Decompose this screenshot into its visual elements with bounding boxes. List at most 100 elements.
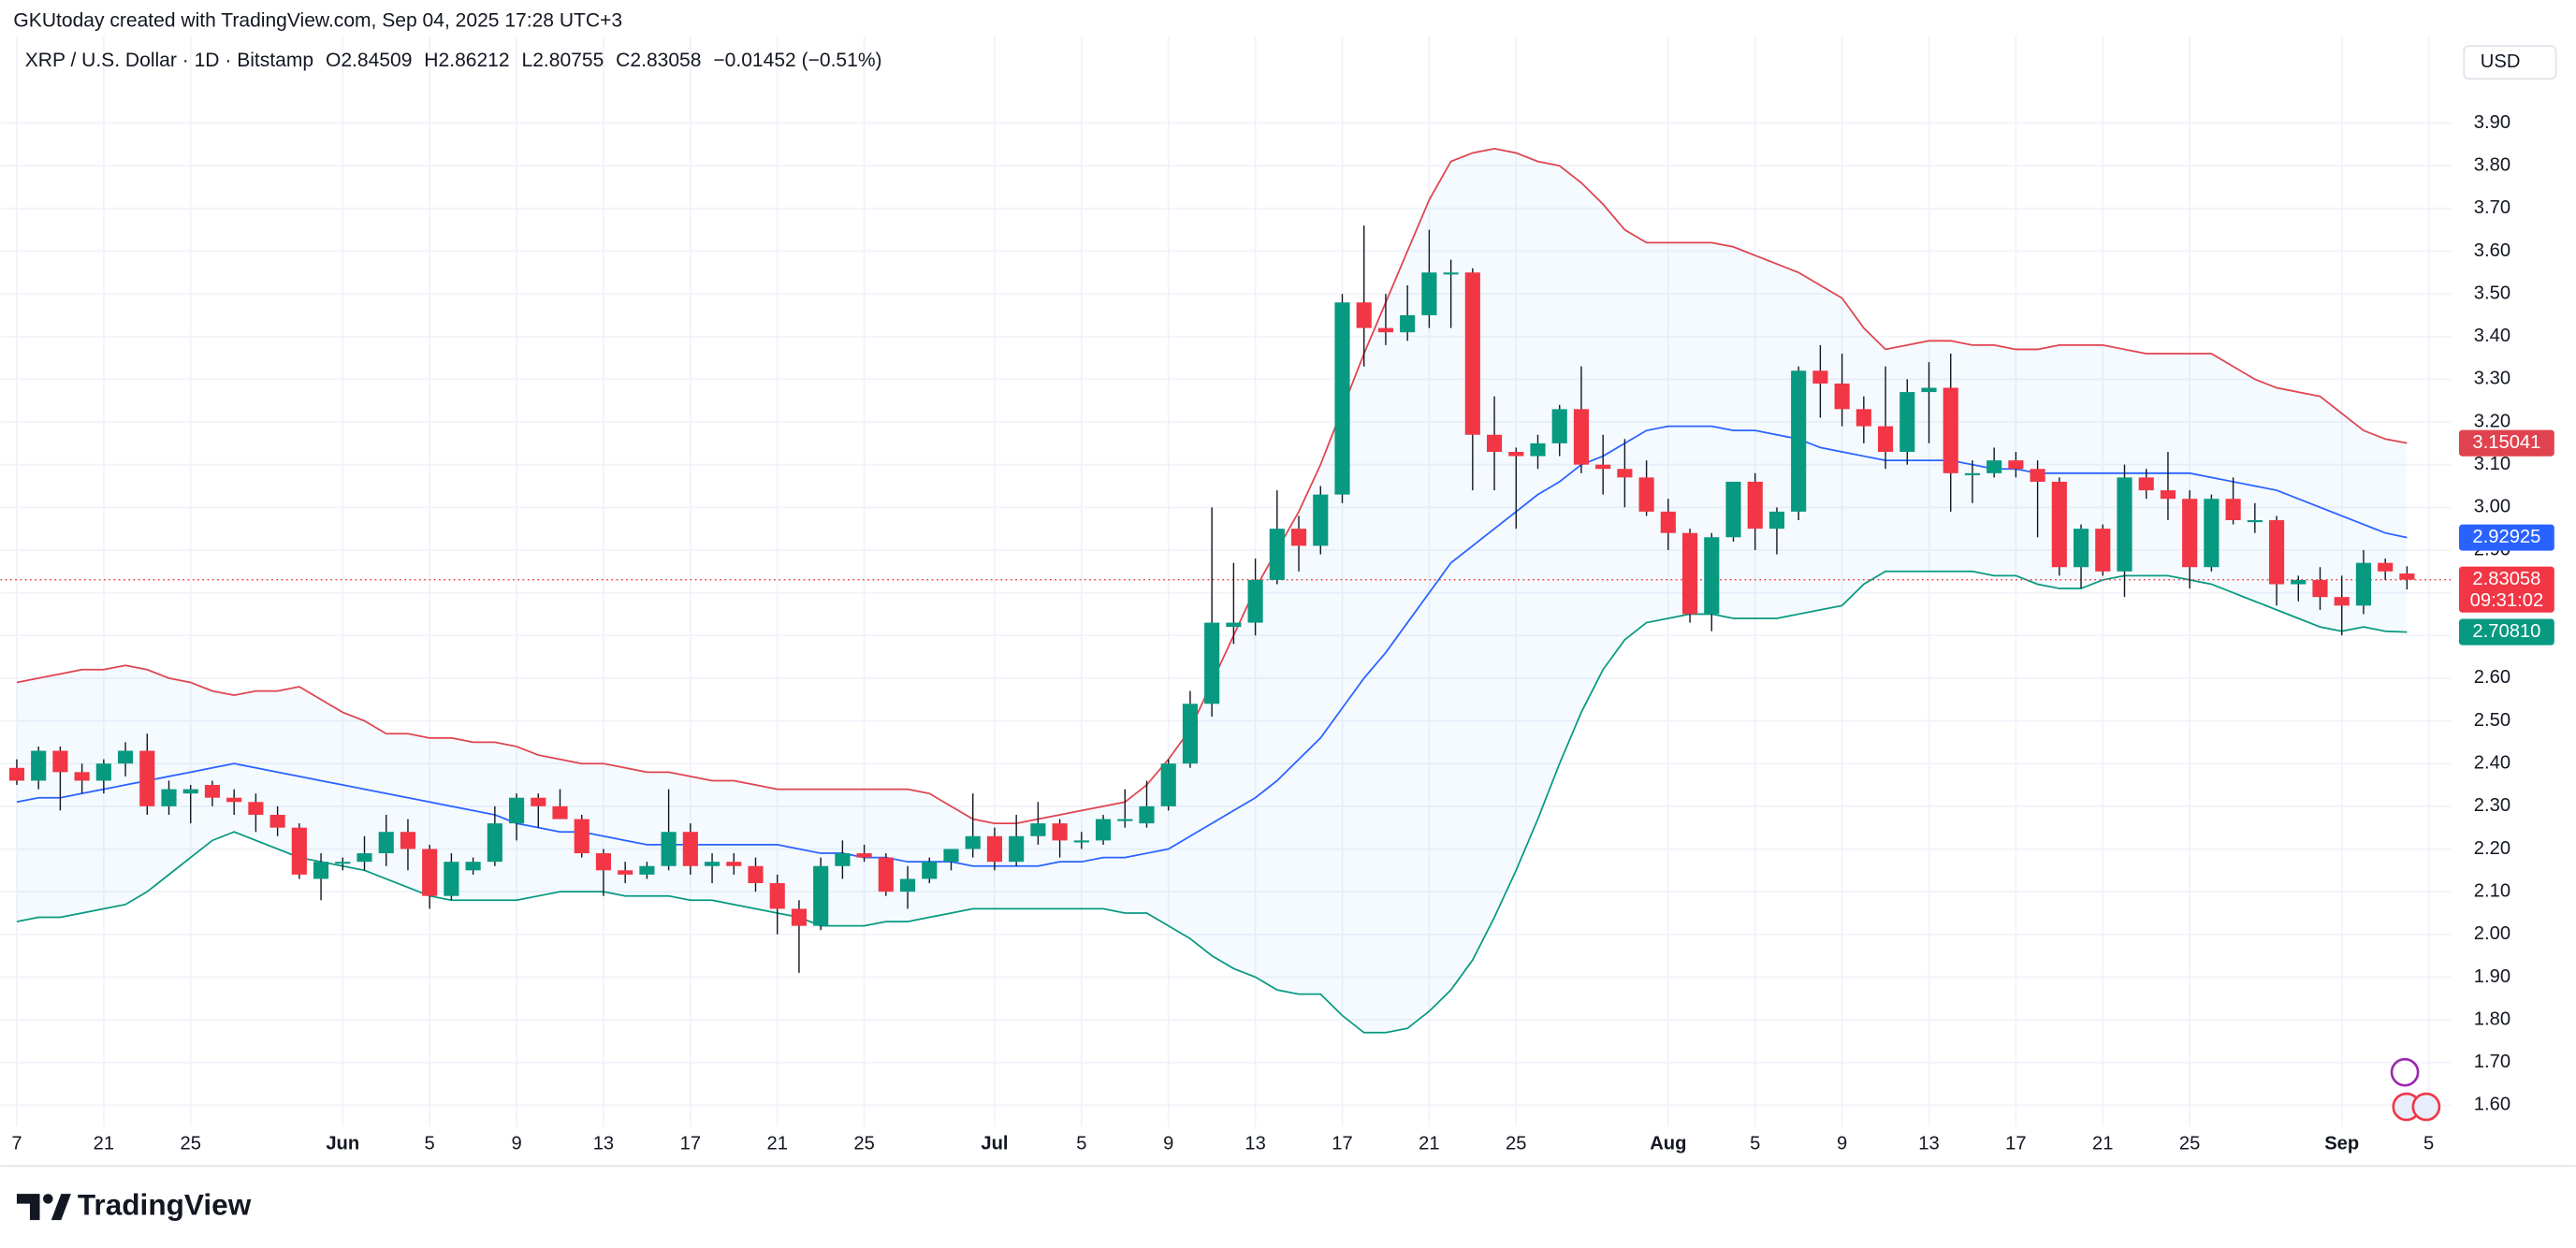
candle-body (1508, 451, 1524, 457)
candle-body (1269, 529, 1285, 580)
candle-body (182, 789, 198, 794)
candle-body (2247, 520, 2263, 523)
candle-body (531, 797, 546, 806)
candle-body (661, 832, 677, 866)
logo-icon (51, 1194, 71, 1221)
x-tick-label: 17 (1332, 1134, 1352, 1154)
candle-body (1377, 327, 1394, 333)
attribution: GKUtoday created with TradingView.com, S… (13, 9, 622, 31)
candle-body (2355, 562, 2372, 606)
candle-body (269, 814, 285, 828)
candle-body (1943, 387, 1958, 473)
candle-body (1704, 537, 1720, 615)
ohlc-value: 2.80755 (532, 50, 604, 71)
logo-icon (16, 1194, 40, 1221)
candle-body (2008, 460, 2024, 470)
candle-body (465, 862, 481, 871)
candle-body (1160, 763, 1176, 806)
ohlc-key: H (424, 50, 438, 71)
candle-body (2073, 529, 2089, 568)
x-tick-label: 25 (2179, 1134, 2200, 1154)
x-tick-label: 13 (1244, 1134, 1265, 1154)
candle-body (335, 862, 351, 864)
candle-body (2160, 490, 2176, 500)
candle-body (1725, 481, 1741, 538)
candle-body (1290, 529, 1307, 546)
candle-body (1443, 272, 1459, 275)
y-tick-label: 3.20 (2474, 411, 2511, 431)
y-tick-label: 3.70 (2474, 197, 2511, 218)
candle-body (444, 862, 459, 896)
candle-body (791, 908, 808, 926)
x-tick-label: 5 (1750, 1134, 1760, 1154)
currency-box[interactable] (2463, 45, 2557, 80)
symbol-title: XRP / U.S. Dollar · 1D · Bitstamp (25, 50, 313, 71)
ohlc-value: 2.84509 (341, 50, 412, 71)
x-tick-label: 9 (511, 1134, 521, 1154)
candle-body (878, 857, 894, 892)
ohlc-key: C (616, 50, 630, 71)
candle-body (552, 805, 568, 820)
price-label-box (2459, 566, 2554, 613)
candle-body (508, 797, 525, 824)
x-tick-label: 25 (181, 1134, 201, 1154)
x-tick-label: Jul (981, 1134, 1008, 1154)
candle-body (8, 767, 25, 781)
candle-body (2378, 562, 2394, 572)
y-tick-label: 1.80 (2474, 1009, 2511, 1029)
candle-body (52, 750, 68, 773)
flag-icon[interactable] (2411, 1092, 2441, 1122)
x-tick-label: 5 (425, 1134, 435, 1154)
price-label-box (2459, 429, 2554, 457)
candle-body (74, 772, 90, 781)
candle-body (813, 865, 829, 926)
y-tick-label: 3.50 (2474, 283, 2511, 303)
candle-body (1095, 819, 1112, 841)
y-tick-label: 3.30 (2474, 369, 2511, 389)
candle-body (1681, 532, 1698, 615)
y-tick-label: 2.10 (2474, 880, 2511, 901)
candle-body (1921, 387, 1937, 393)
candle-body (1204, 622, 1220, 704)
y-tick-label: 1.60 (2474, 1095, 2511, 1115)
x-tick-label: 21 (94, 1134, 114, 1154)
candle-body (487, 823, 502, 863)
candle-body (1421, 272, 1437, 315)
ideas-icon[interactable] (2390, 1057, 2420, 1087)
x-tick-label: 5 (1076, 1134, 1086, 1154)
y-tick-label: 1.70 (2474, 1052, 2511, 1072)
candle-body (682, 832, 698, 866)
band-line (16, 570, 2408, 1034)
x-tick-label: Aug (1650, 1134, 1686, 1154)
candle-body (899, 878, 916, 892)
x-tick-label: 25 (1506, 1134, 1526, 1154)
candle-body (595, 853, 612, 871)
candle-body (1247, 579, 1263, 623)
candle-body (2182, 499, 2198, 568)
x-tick-label: 13 (1918, 1134, 1939, 1154)
x-tick-label: 9 (1837, 1134, 1847, 1154)
x-tick-label: 21 (2092, 1134, 2113, 1154)
y-tick-label: 3.40 (2474, 326, 2511, 346)
candle-body (1987, 460, 2002, 473)
x-tick-label: Sep (2324, 1134, 2359, 1154)
candle-body (313, 862, 329, 879)
y-tick-label: 3.10 (2474, 454, 2511, 474)
price-label: 2.83058 (2472, 569, 2540, 589)
candle-body (1899, 392, 1915, 452)
candle-body (835, 853, 851, 866)
candle-body (639, 865, 655, 875)
candle-body (769, 883, 785, 909)
candle-body (965, 835, 981, 849)
candle-body (574, 819, 589, 854)
candle-body (1486, 434, 1503, 452)
candle-body (618, 870, 633, 875)
candle-body (2095, 529, 2111, 572)
y-tick-label: 1.90 (2474, 966, 2511, 987)
candle-body (1139, 805, 1155, 824)
currency[interactable]: USD (2481, 51, 2521, 72)
ohlc-key: O (326, 50, 341, 71)
candle-body (704, 862, 720, 866)
candle-body (986, 835, 1003, 863)
candle-body (2051, 481, 2067, 568)
